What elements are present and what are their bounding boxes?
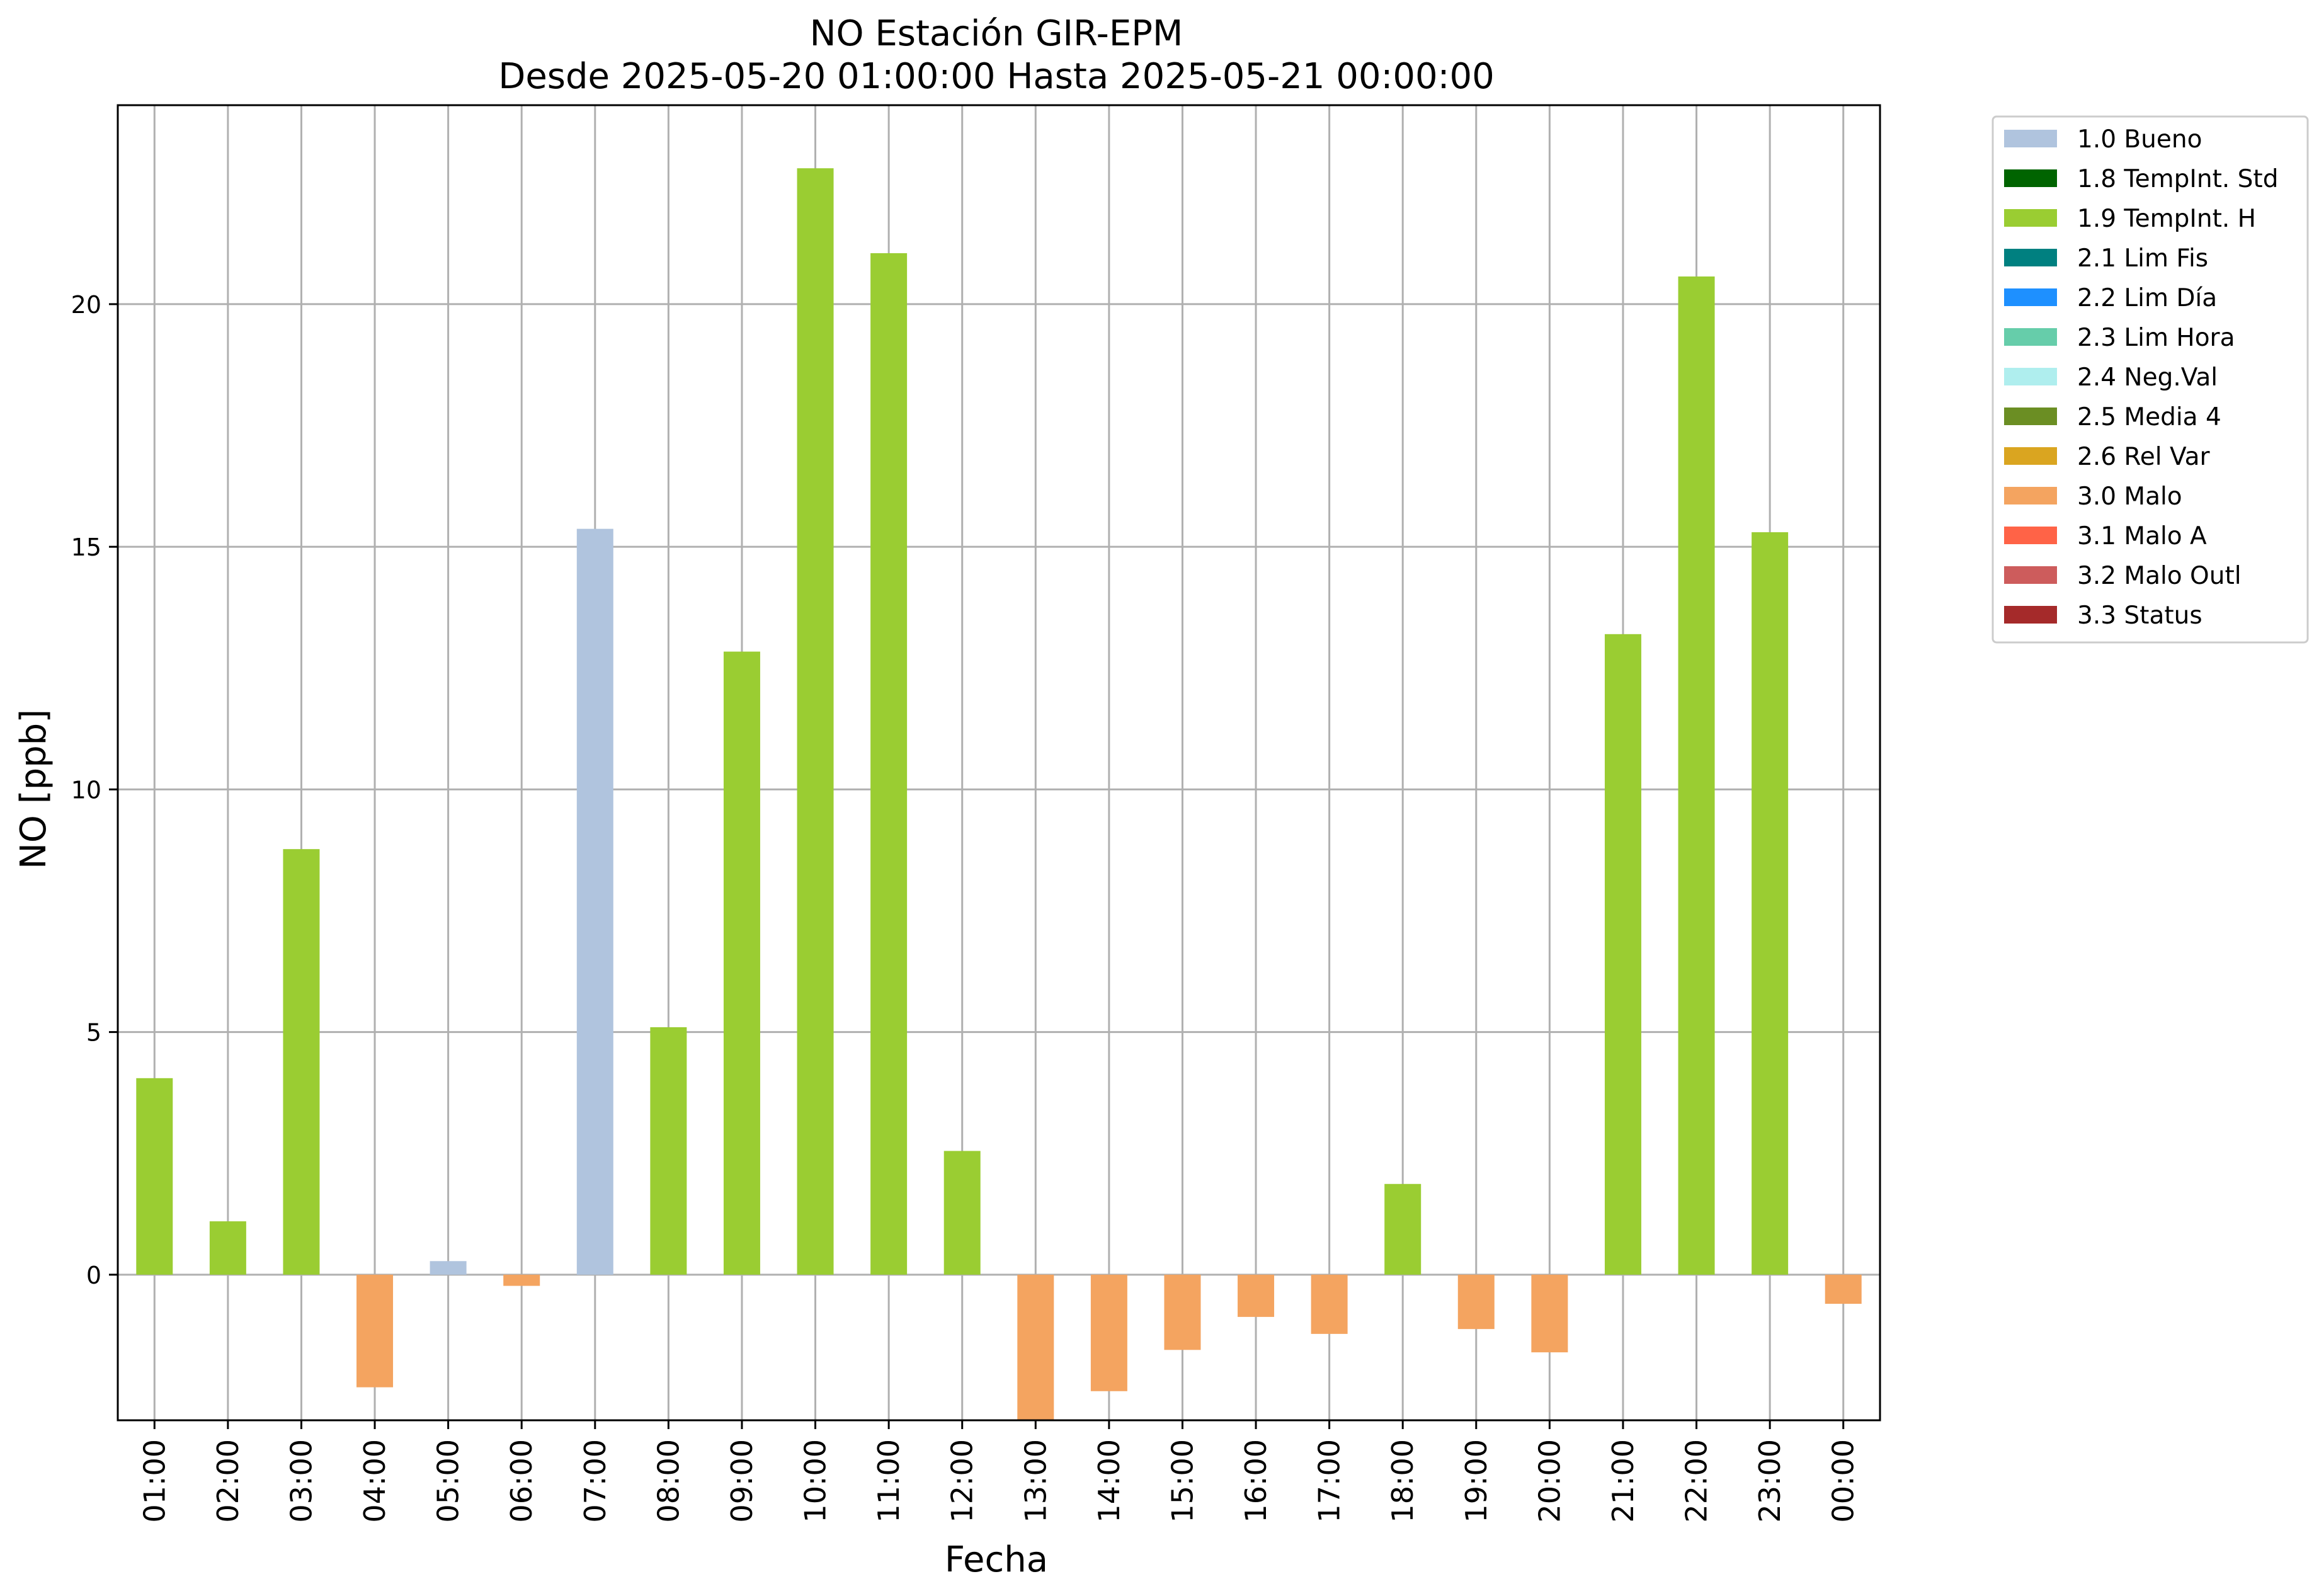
legend-swatch [2004,130,2057,147]
legend-swatch [2004,447,2057,465]
x-tick-label: 19:00 [1459,1439,1493,1523]
legend-swatch [2004,209,2057,227]
y-tick-label: 15 [71,533,101,561]
bars [136,168,1862,1420]
axis-ticks: 01:00 02:00 03:00 04:00 05:00 06:00 07:00 08:00… [71,291,1860,1523]
x-tick-label: 16:00 [1239,1439,1273,1523]
bar-0400 [356,1274,394,1388]
x-tick-label: 09:00 [725,1439,759,1523]
x-tick-label: 02:00 [211,1439,245,1523]
x-tick-label: 03:00 [284,1439,318,1523]
y-tick-label: 10 [71,776,101,804]
x-tick-label: 18:00 [1386,1439,1420,1523]
legend-entry-label: 3.3 Status [2077,601,2202,630]
legend-swatch [2004,328,2057,346]
bar-2100 [1604,634,1641,1275]
x-axis-label: Fecha [945,1539,1048,1580]
bar-1600 [1238,1274,1275,1317]
x-tick-label: 01:00 [137,1439,171,1523]
x-tick-label: 20:00 [1532,1439,1566,1523]
y-tick-label: 0 [86,1262,101,1289]
x-tick-label: 11:00 [872,1439,906,1523]
x-tick-label: 22:00 [1680,1439,1714,1523]
legend-entry-label: 3.1 Malo A [2077,522,2207,550]
legend-entry-label: 3.0 Malo [2077,482,2182,511]
chart-title: NO Estación GIR-EPM [810,13,1183,54]
bar-0200 [209,1221,246,1275]
y-tick-label: 20 [71,291,101,319]
bar-0300 [283,849,320,1275]
x-tick-label: 10:00 [799,1439,833,1523]
x-tick-label: 15:00 [1165,1439,1199,1523]
bar-2300 [1752,532,1789,1275]
legend-swatch [2004,169,2057,187]
bar-1700 [1311,1274,1348,1334]
x-tick-label: 04:00 [358,1439,392,1523]
bar-1000 [797,168,834,1275]
legend: 1.0 Bueno 1.8 TempInt. Std 1.9 TempInt. H 2… [1991,115,2309,644]
legend-entry-label: 2.1 Lim Fis [2077,244,2208,273]
x-tick-label: 07:00 [578,1439,612,1523]
x-tick-label: 00:00 [1826,1439,1860,1523]
x-tick-label: 21:00 [1606,1439,1640,1523]
bar-1500 [1164,1274,1201,1350]
x-tick-label: 23:00 [1753,1439,1787,1523]
bar-0600 [503,1274,540,1286]
x-tick-label: 08:00 [651,1439,685,1523]
legend-entry-label: 2.4 Neg.Val [2077,363,2218,392]
bar-1100 [870,253,908,1275]
legend-swatch [2004,368,2057,385]
y-tick-label: 5 [86,1019,101,1047]
bar-1300 [1017,1274,1054,1420]
legend-entry-label: 1.8 TempInt. Std [2077,165,2278,193]
y-axis-label: NO [ppb] [13,709,54,869]
legend-entry-label: 2.6 Rel Var [2077,443,2211,471]
bar-0700 [576,528,613,1275]
legend-swatch [2004,408,2057,425]
x-tick-label: 06:00 [504,1439,538,1523]
legend-swatch [2004,606,2057,624]
legend-entry-label: 3.2 Malo Outl [2077,562,2242,590]
bar-0800 [650,1027,687,1275]
bar-0500 [430,1261,467,1275]
plot-frame [117,104,1881,1422]
legend-frame [1991,115,2309,644]
legend-entry-label: 2.5 Media 4 [2077,403,2221,431]
legend-entry-label: 2.2 Lim Día [2077,284,2217,312]
legend-entry-label: 1.0 Bueno [2077,125,2202,154]
x-tick-label: 12:00 [945,1439,979,1523]
legend-swatch [2004,566,2057,584]
x-tick-label: 05:00 [431,1439,465,1523]
bar-2000 [1531,1274,1568,1353]
legend-entry-label: 2.3 Lim Hora [2077,324,2235,352]
bar-1900 [1457,1274,1495,1330]
legend-swatch [2004,487,2057,504]
x-tick-label: 17:00 [1313,1439,1347,1523]
legend-entry-label: 1.9 TempInt. H [2077,205,2256,233]
legend-swatch [2004,527,2057,544]
legend-swatch [2004,249,2057,266]
x-tick-label: 14:00 [1092,1439,1126,1523]
legend-swatch [2004,288,2057,306]
bar-0000 [1825,1274,1862,1304]
bar-2200 [1678,276,1715,1275]
bar-1400 [1090,1274,1127,1391]
bar-0900 [723,651,760,1275]
bar-1200 [943,1151,981,1275]
chart-subtitle: Desde 2025-05-20 01:00:00 Hasta 2025-05-… [498,56,1495,97]
bar-1800 [1384,1183,1422,1275]
bar-0100 [136,1078,173,1275]
x-tick-label: 13:00 [1018,1439,1052,1523]
